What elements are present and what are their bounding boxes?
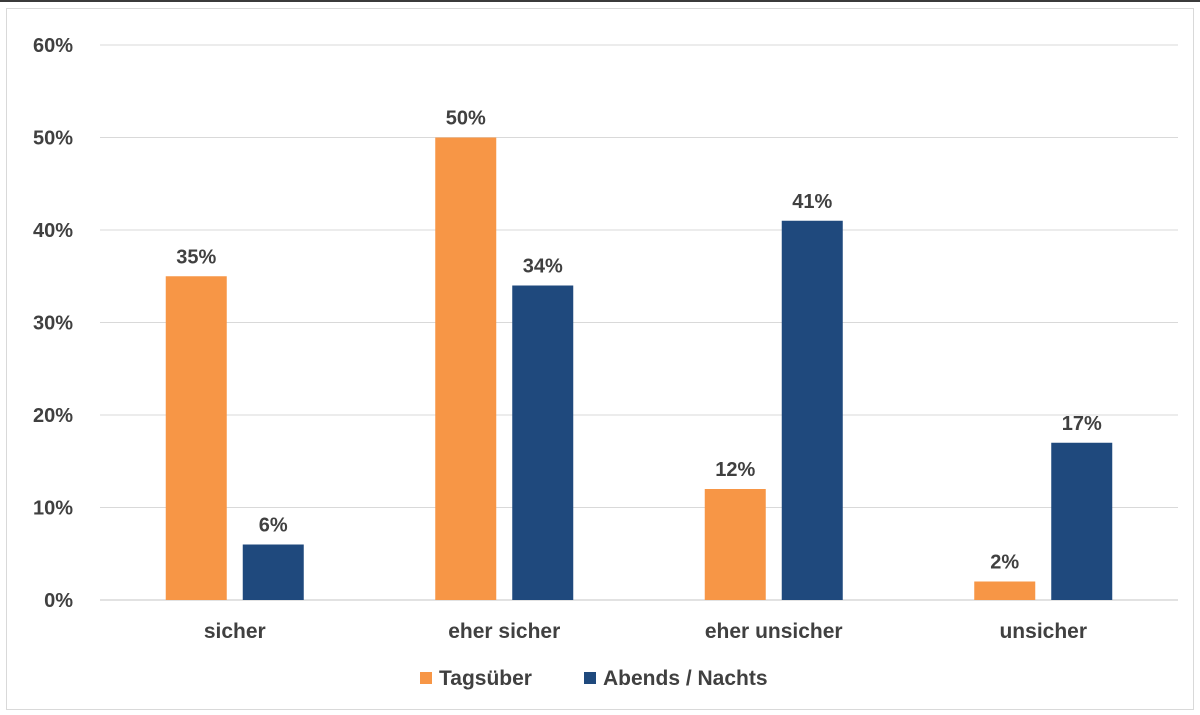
x-tick-label: unsicher bbox=[999, 620, 1087, 643]
y-tick-label: 30% bbox=[33, 313, 73, 335]
y-tick-label: 10% bbox=[33, 498, 73, 520]
y-tick-label: 0% bbox=[44, 590, 73, 612]
data-label: 50% bbox=[446, 108, 486, 130]
data-label: 6% bbox=[259, 515, 288, 537]
x-tick-label: sicher bbox=[204, 620, 266, 643]
data-labels: 35% 6% 50% 34% 12% 41% 2% 17% bbox=[176, 108, 1102, 574]
legend-label: Tagsüber bbox=[439, 667, 532, 690]
data-label: 2% bbox=[990, 552, 1019, 574]
data-label: 12% bbox=[715, 459, 755, 481]
legend-swatch bbox=[584, 672, 596, 684]
x-axis: sicher eher sicher eher unsicher unsicher bbox=[204, 620, 1087, 643]
y-tick-label: 60% bbox=[33, 35, 73, 57]
bar-abends-nachts-4 bbox=[1051, 442, 1113, 600]
y-tick-label: 50% bbox=[33, 128, 73, 150]
data-label: 41% bbox=[792, 191, 832, 213]
bar-tagsueber-3 bbox=[704, 489, 766, 600]
y-axis: 0% 10% 20% 30% 40% 50% 60% bbox=[33, 35, 73, 612]
y-tick-label: 20% bbox=[33, 405, 73, 427]
bar-abends-nachts-3 bbox=[781, 220, 843, 600]
bars bbox=[165, 137, 1113, 600]
x-tick-label: eher sicher bbox=[448, 620, 560, 643]
bar-abends-nachts-2 bbox=[512, 285, 574, 600]
data-label: 17% bbox=[1062, 413, 1102, 435]
legend: Tagsüber Abends / Nachts bbox=[420, 667, 768, 690]
y-tick-label: 40% bbox=[33, 220, 73, 242]
chart-area-border bbox=[6, 8, 1194, 710]
data-label: 35% bbox=[176, 246, 216, 268]
x-tick-label: eher unsicher bbox=[705, 620, 843, 643]
bar-tagsueber-1 bbox=[165, 276, 227, 600]
data-label: 34% bbox=[523, 256, 563, 278]
legend-swatch bbox=[420, 672, 432, 684]
bar-abends-nachts-1 bbox=[242, 544, 304, 600]
bar-tagsueber-4 bbox=[974, 581, 1036, 600]
bar-tagsueber-2 bbox=[435, 137, 497, 600]
legend-label: Abends / Nachts bbox=[603, 667, 768, 690]
